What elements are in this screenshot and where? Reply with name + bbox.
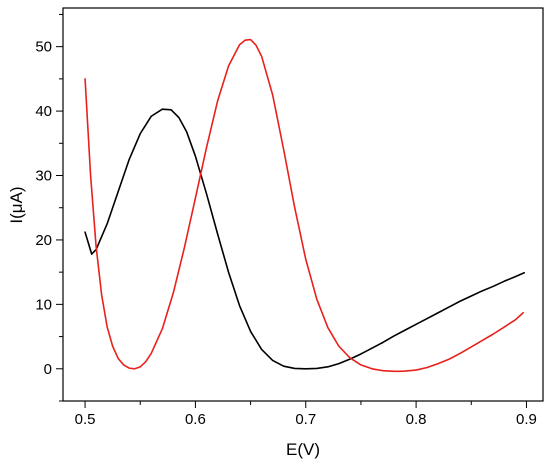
x-tick-label: 0.8 — [406, 411, 427, 428]
x-axis-label: E(V) — [286, 440, 320, 459]
x-tick-label: 0.5 — [75, 411, 96, 428]
x-tick-label: 0.6 — [185, 411, 206, 428]
series-line-2 — [84, 38, 524, 373]
y-tick-label: 40 — [35, 103, 52, 120]
y-tick-label: 0 — [44, 361, 52, 378]
y-axis: 0 10 20 30 40 50 — [35, 13, 63, 402]
y-tick-label: 30 — [35, 168, 52, 185]
y-tick-label: 20 — [35, 232, 52, 249]
y-tick-label: 10 — [35, 296, 52, 313]
series-line-1 — [84, 108, 526, 370]
plot-frame — [62, 7, 544, 402]
x-tick-label: 0.7 — [295, 411, 316, 428]
series-group — [84, 38, 526, 373]
x-tick-label: 0.9 — [516, 411, 537, 428]
y-tick-label: 50 — [35, 39, 52, 56]
x-axis: 0.5 0.6 0.7 0.8 0.9 — [75, 401, 537, 428]
y-axis-label: I(μA) — [7, 186, 26, 223]
